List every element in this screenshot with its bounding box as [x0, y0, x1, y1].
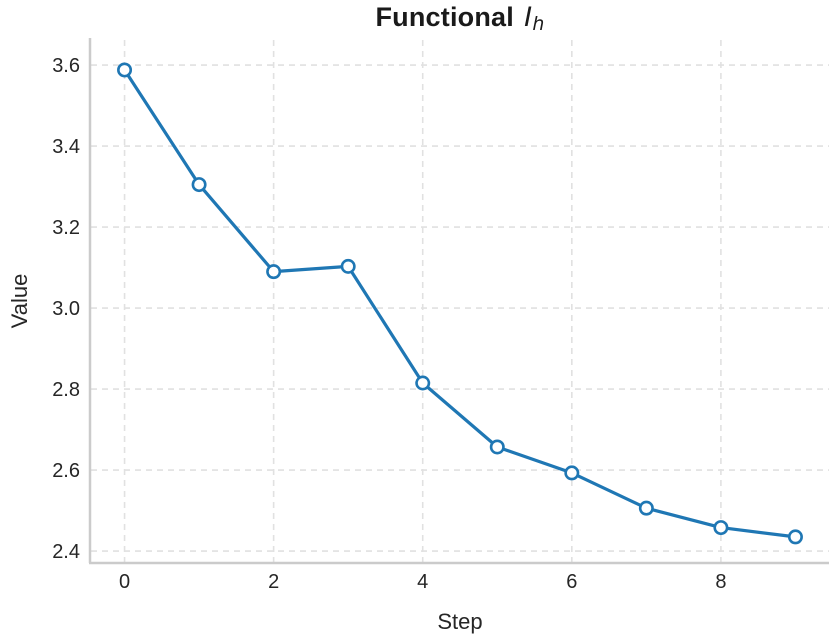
data-point-marker — [117, 62, 133, 78]
x-tick-label: 0 — [119, 571, 130, 593]
y-tick-label: 2.8 — [52, 379, 80, 401]
chart-title: Functional Ih — [91, 2, 829, 36]
y-tick-label: 2.4 — [52, 541, 80, 563]
data-point-marker — [713, 520, 729, 536]
x-tick-label: 6 — [566, 571, 577, 593]
x-tick-label: 2 — [268, 571, 279, 593]
y-tick-label: 3.2 — [52, 217, 80, 239]
chart-title-main: Functional — [375, 2, 514, 32]
y-tick-label: 2.6 — [52, 460, 80, 482]
y-tick-label: 3.4 — [52, 136, 80, 158]
chart-title-math-base: I — [524, 2, 533, 33]
data-point-marker — [638, 500, 654, 516]
data-point-marker — [415, 375, 431, 391]
y-tick-label: 3.0 — [52, 298, 80, 320]
chart-title-math: Ih — [524, 2, 545, 36]
series-line — [122, 68, 798, 539]
x-axis-label: Step — [437, 609, 482, 634]
chart-title-math-sub: h — [532, 13, 545, 36]
data-point-marker — [564, 465, 580, 481]
x-tick-label: 8 — [715, 571, 726, 593]
y-tick-label: 3.6 — [52, 55, 80, 77]
data-point-marker — [191, 177, 207, 193]
data-point-marker — [489, 439, 505, 455]
data-point-marker — [787, 529, 803, 545]
x-tick-label: 4 — [417, 571, 428, 593]
data-point-marker — [340, 258, 356, 274]
y-axis-label: Value — [7, 274, 32, 329]
data-point-marker — [266, 264, 282, 280]
